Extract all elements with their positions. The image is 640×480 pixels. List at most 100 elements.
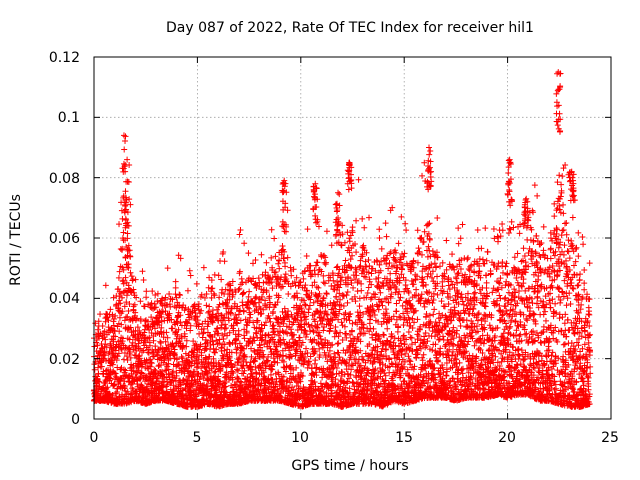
data-point: [240, 345, 247, 352]
data-point: [123, 292, 130, 299]
data-point: [179, 387, 186, 394]
data-point: [201, 294, 208, 301]
data-point: [214, 325, 221, 332]
data-point: [138, 369, 145, 376]
data-point: [251, 337, 258, 344]
data-point: [235, 331, 242, 338]
data-point: [219, 317, 226, 324]
data-point: [218, 276, 225, 283]
data-point: [226, 329, 233, 336]
data-point: [251, 358, 258, 365]
data-point: [220, 248, 227, 255]
data-point: [112, 312, 119, 319]
data-point: [195, 363, 202, 370]
data-point: [101, 380, 108, 387]
data-point: [246, 314, 253, 321]
data-point: [194, 313, 201, 320]
data-point: [93, 337, 100, 344]
data-point: [194, 317, 201, 324]
data-point: [250, 275, 257, 282]
data-point: [102, 318, 109, 325]
data-point: [208, 277, 215, 284]
data-point: [120, 280, 127, 287]
data-point: [252, 329, 259, 336]
data-point: [177, 255, 184, 262]
data-point: [241, 335, 248, 342]
data-point: [253, 294, 260, 301]
data-point: [248, 353, 255, 360]
data-point: [236, 268, 243, 275]
data-point: [177, 382, 184, 389]
data-point: [116, 268, 123, 275]
data-point: [168, 316, 175, 323]
data-point: [241, 353, 248, 360]
data-point: [213, 346, 220, 353]
data-points: [90, 69, 594, 410]
data-point: [238, 275, 245, 282]
data-point: [94, 326, 101, 333]
data-point: [234, 320, 241, 327]
data-point: [190, 303, 197, 310]
data-point: [134, 324, 141, 331]
data-point: [161, 378, 168, 385]
data-point: [94, 342, 101, 349]
data-point: [223, 300, 230, 307]
data-point: [125, 247, 132, 254]
data-point: [116, 328, 123, 335]
data-point: [130, 286, 137, 293]
data-point: [211, 292, 218, 299]
data-point: [170, 351, 177, 358]
data-point: [157, 339, 164, 346]
data-point: [226, 353, 233, 360]
data-point: [208, 294, 215, 301]
data-point: [224, 303, 231, 310]
data-point: [250, 260, 257, 267]
data-point: [240, 307, 247, 314]
data-point: [145, 346, 152, 353]
data-point: [118, 294, 125, 301]
data-point: [158, 324, 165, 331]
data-point: [172, 278, 179, 285]
data-point: [117, 300, 124, 307]
data-point: [146, 334, 153, 341]
data-point: [121, 366, 128, 373]
data-point: [160, 351, 167, 358]
data-point: [173, 294, 180, 301]
data-point: [112, 390, 119, 397]
data-point: [230, 327, 237, 334]
data-point: [199, 334, 206, 341]
data-point: [215, 310, 222, 317]
data-point: [114, 353, 121, 360]
data-point: [184, 319, 191, 326]
data-point: [141, 329, 148, 336]
data-point: [211, 369, 218, 376]
data-point: [142, 374, 149, 381]
data-point: [115, 274, 122, 281]
data-point: [178, 369, 185, 376]
data-point: [127, 354, 134, 361]
data-point: [159, 295, 166, 302]
data-point: [177, 319, 184, 326]
data-point: [163, 374, 170, 381]
data-point: [176, 291, 183, 298]
data-point: [183, 343, 190, 350]
data-point: [111, 315, 118, 322]
data-point: [132, 276, 139, 283]
data-point: [230, 370, 237, 377]
data-point: [195, 300, 202, 307]
data-point: [220, 355, 227, 362]
data-point: [143, 357, 150, 364]
data-point: [116, 297, 123, 304]
data-point: [222, 379, 229, 386]
data-point: [229, 278, 236, 285]
data-point: [188, 362, 195, 369]
data-point: [236, 231, 243, 238]
data-point: [137, 298, 144, 305]
data-point: [215, 330, 222, 337]
data-point: [133, 294, 140, 301]
data-point: [200, 325, 207, 332]
data-point: [228, 349, 235, 356]
data-point: [166, 310, 173, 317]
data-point: [104, 384, 111, 391]
data-point: [189, 373, 196, 380]
